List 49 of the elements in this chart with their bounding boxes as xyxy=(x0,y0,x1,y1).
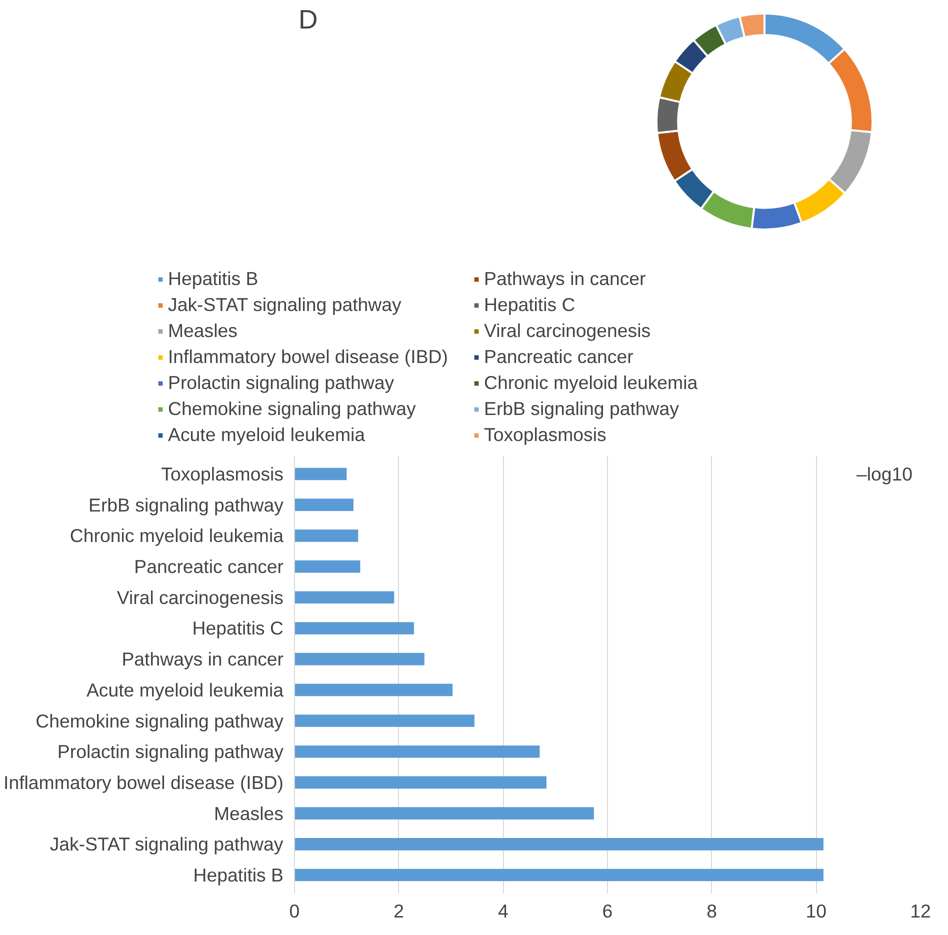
legend-label: Inflammatory bowel disease (IBD) xyxy=(168,346,449,368)
y-tick-label: Inflammatory bowel disease (IBD) xyxy=(4,772,284,793)
x-tick-label: 6 xyxy=(602,900,613,922)
x-tick-label: 8 xyxy=(706,900,718,922)
legend-label: Acute myeloid leukemia xyxy=(168,424,366,446)
y-tick-label: Viral carcinogenesis xyxy=(116,586,284,608)
y-tick-label: Pathways in cancer xyxy=(122,648,284,670)
legend-label: Hepatitis C xyxy=(484,294,576,316)
legend-label: Chemokine signaling pathway xyxy=(168,398,417,420)
y-tick-label: Prolactin signaling pathway xyxy=(57,741,284,762)
y-tick-label: Chemokine signaling pathway xyxy=(36,710,284,732)
x-tick-label: 2 xyxy=(394,900,404,922)
x-tick-label: 4 xyxy=(498,900,508,922)
y-tick-label: Toxoplasmosis xyxy=(161,464,284,485)
legend-label: Pathways in cancer xyxy=(484,268,647,290)
bar xyxy=(294,838,824,850)
bar xyxy=(294,684,453,696)
bar xyxy=(294,530,358,542)
x-tick-label: 0 xyxy=(289,900,300,922)
legend-label: Prolactin signaling pathway xyxy=(168,372,396,394)
x-axis-title: –log10 xyxy=(856,464,913,485)
y-tick-label: Measles xyxy=(214,802,284,824)
bar xyxy=(294,591,394,604)
y-tick-label: Hepatitis C xyxy=(192,618,284,639)
y-tick-label: Chronic myeloid leukemia xyxy=(70,525,284,546)
bar xyxy=(294,776,546,789)
legend-label: Chronic myeloid leukemia xyxy=(484,372,699,394)
legend-label: Toxoplasmosis xyxy=(484,424,608,446)
bar xyxy=(294,714,474,727)
legend-label: Pancreatic cancer xyxy=(484,346,634,368)
x-tick-label: 10 xyxy=(806,900,827,922)
y-tick-label: Pancreatic cancer xyxy=(134,556,284,578)
bar xyxy=(294,745,540,758)
y-tick-label: Hepatitis B xyxy=(193,864,284,886)
y-tick-label: Jak-STAT signaling pathway xyxy=(50,834,284,855)
bar xyxy=(294,868,824,882)
chart-title: D xyxy=(298,4,318,34)
x-tick-label: 12 xyxy=(910,900,931,922)
bar xyxy=(294,652,424,666)
legend-label: Viral carcinogenesis xyxy=(484,320,652,342)
legend-label: ErbB signaling pathway xyxy=(484,398,680,420)
bar xyxy=(294,498,354,512)
y-tick-label: ErbB signaling pathway xyxy=(88,494,284,516)
bar xyxy=(294,468,347,480)
y-tick-label: Acute myeloid leukemia xyxy=(86,679,284,700)
bar xyxy=(294,622,414,634)
legend-label: Jak-STAT signaling pathway xyxy=(168,294,402,316)
bar xyxy=(294,807,594,820)
bar xyxy=(294,560,360,573)
